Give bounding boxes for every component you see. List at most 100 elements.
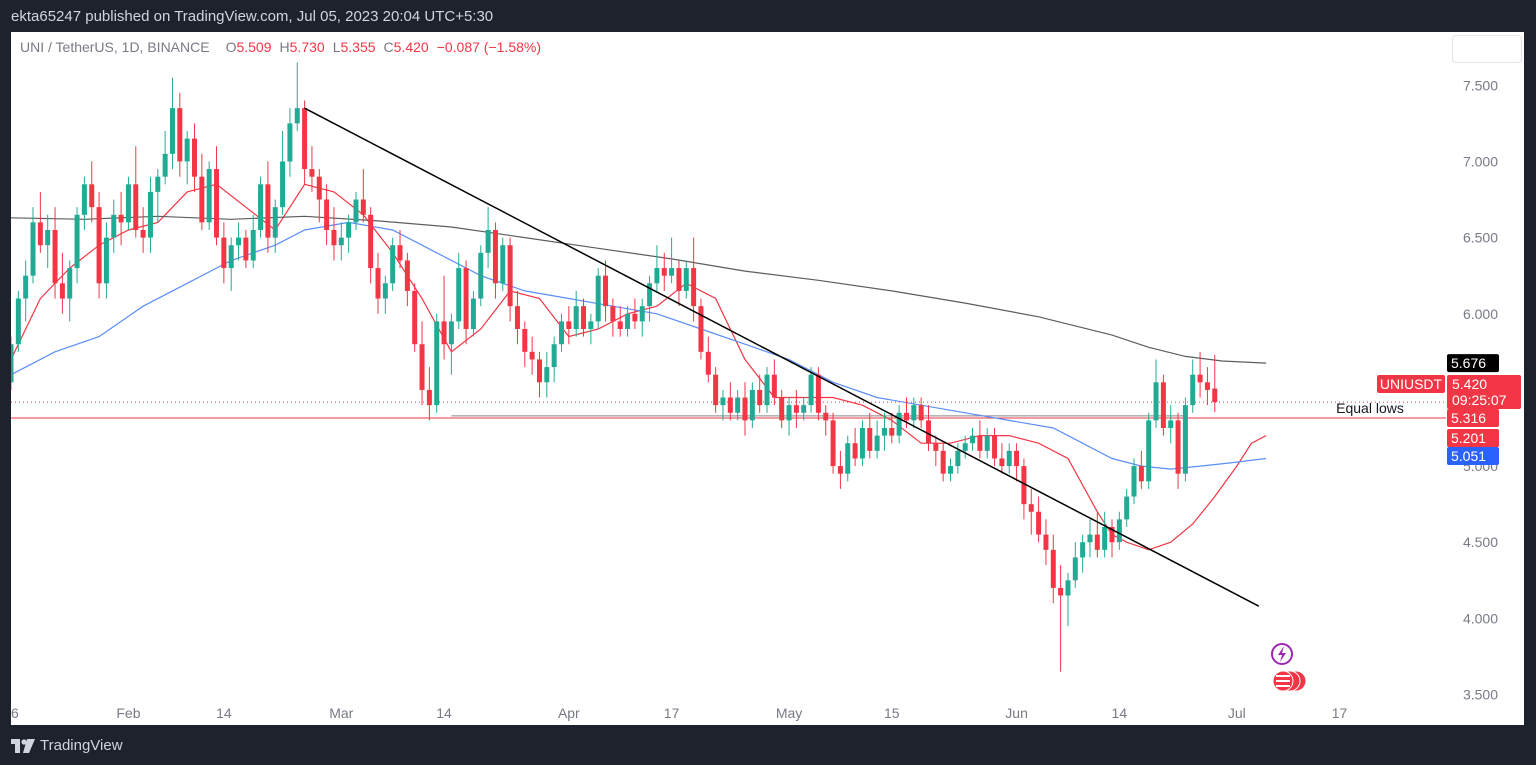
candle-body <box>595 275 601 322</box>
candle <box>896 405 902 444</box>
candle <box>845 435 851 482</box>
candle-body <box>632 313 638 322</box>
candle-body <box>37 222 43 246</box>
candle-body <box>1160 382 1166 428</box>
candle <box>52 207 58 299</box>
candle-body <box>346 222 352 238</box>
candle <box>544 351 550 398</box>
candle-body <box>412 290 418 345</box>
price-badge-level: 5.316 <box>1451 410 1486 426</box>
candle-body <box>81 184 87 215</box>
candle <box>375 252 381 314</box>
candle <box>1124 488 1130 527</box>
last-price-badge-bg <box>1447 375 1521 409</box>
x-tick-label: 17 <box>664 705 680 721</box>
candle <box>111 199 117 253</box>
candle-body <box>206 169 212 223</box>
candle-body <box>661 268 667 276</box>
tradingview-logo[interactable]: TradingView <box>11 737 123 754</box>
candle-body <box>749 389 755 421</box>
candle <box>1065 572 1071 626</box>
candle <box>1116 511 1122 550</box>
candle-body <box>801 405 807 413</box>
publisher-bar: ekta65247 published on TradingView.com, … <box>0 0 1536 32</box>
candle <box>779 389 785 428</box>
candlestick-chart[interactable]: 3.5004.0004.5005.0005.5006.0006.5007.000… <box>11 32 1524 725</box>
candle-body <box>118 214 124 223</box>
candle-body <box>830 420 836 467</box>
candle-body <box>896 412 902 436</box>
candle-body <box>478 252 484 299</box>
candle-body <box>338 237 344 246</box>
candle-body <box>735 397 741 413</box>
candle <box>236 222 242 261</box>
symbol-legend: UNI / TetherUS, 1D, BINANCE O5.509 H5.730 L… <box>20 39 541 55</box>
candle <box>632 298 638 329</box>
candle <box>830 412 836 474</box>
chart-frame[interactable]: 3.5004.0004.5005.0005.5006.0006.5007.000… <box>11 32 1524 725</box>
us-flag-icon-stripe <box>1276 680 1290 682</box>
candle <box>940 443 946 482</box>
candle <box>500 237 506 291</box>
candle <box>243 230 249 269</box>
candle-body <box>1182 405 1188 474</box>
candle <box>1094 511 1100 558</box>
candle-body <box>713 374 719 406</box>
candle-body <box>514 306 520 329</box>
candle-body <box>940 450 946 474</box>
candle-body <box>764 374 770 406</box>
candle <box>324 184 330 246</box>
x-tick-label: Apr <box>558 705 580 721</box>
candle-body <box>426 389 432 406</box>
candle <box>169 77 175 170</box>
candle <box>478 245 484 307</box>
candle-body <box>1131 466 1137 497</box>
candle-body <box>470 298 476 329</box>
candle <box>1102 511 1108 558</box>
candle <box>1006 443 1012 474</box>
candle <box>162 131 168 185</box>
candle <box>287 108 293 177</box>
candle-body <box>881 428 887 436</box>
x-tick-label: Mar <box>329 705 353 721</box>
candle-body <box>654 268 660 284</box>
symbol-name[interactable]: UNI / TetherUS, 1D, BINANCE <box>20 39 210 55</box>
us-flag-icon-stripe <box>1276 675 1290 677</box>
candle <box>889 412 895 444</box>
candle-body <box>926 420 931 444</box>
low-value: 5.355 <box>340 39 376 55</box>
candle <box>272 199 278 253</box>
candle-body <box>1204 382 1210 390</box>
candle-body <box>30 222 36 276</box>
candle <box>382 275 388 314</box>
candle <box>926 405 931 451</box>
candle-body <box>845 443 851 474</box>
candle-body <box>74 214 80 269</box>
candle <box>221 222 227 284</box>
candle <box>691 237 697 322</box>
x-tick-label: 17 <box>1332 705 1348 721</box>
candle-body <box>1058 587 1064 596</box>
candle-body <box>573 306 579 329</box>
candle <box>81 176 87 230</box>
candle-body <box>911 405 917 421</box>
candle <box>764 367 770 413</box>
candle <box>603 260 609 322</box>
candle <box>118 191 124 246</box>
candle <box>404 252 410 307</box>
candle-body <box>1065 580 1071 596</box>
candle-body <box>837 466 843 474</box>
candle-body <box>647 283 653 307</box>
candle-body <box>177 108 183 162</box>
candle-body <box>52 230 58 284</box>
candle-body <box>1168 420 1174 428</box>
candle-body <box>507 245 513 307</box>
candle <box>294 62 300 131</box>
candle <box>786 397 792 436</box>
candle-body <box>867 428 873 451</box>
y-tick-label: 7.500 <box>1463 77 1498 93</box>
chart-settings-button[interactable] <box>1452 35 1522 63</box>
candle <box>735 389 741 421</box>
candle-body <box>272 207 278 238</box>
equal-lows-label: Equal lows <box>1336 400 1404 416</box>
